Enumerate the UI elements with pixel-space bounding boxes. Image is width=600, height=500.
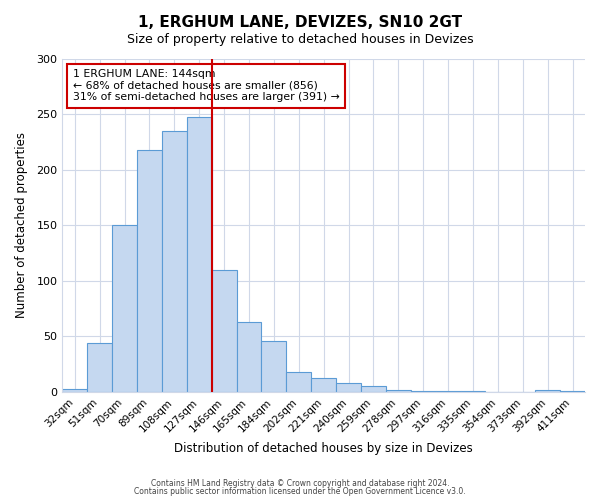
Bar <box>262 341 286 392</box>
Bar <box>436 391 461 392</box>
Text: Size of property relative to detached houses in Devizes: Size of property relative to detached ho… <box>127 32 473 46</box>
Bar <box>461 391 485 392</box>
Bar <box>62 388 87 392</box>
Bar <box>162 131 187 392</box>
Bar <box>361 386 386 392</box>
Bar <box>187 116 212 392</box>
Bar <box>236 322 262 392</box>
Bar <box>386 390 411 392</box>
Bar <box>112 226 137 392</box>
Bar <box>137 150 162 392</box>
Text: Contains HM Land Registry data © Crown copyright and database right 2024.: Contains HM Land Registry data © Crown c… <box>151 478 449 488</box>
Bar <box>560 391 585 392</box>
X-axis label: Distribution of detached houses by size in Devizes: Distribution of detached houses by size … <box>174 442 473 455</box>
Y-axis label: Number of detached properties: Number of detached properties <box>15 132 28 318</box>
Bar <box>336 383 361 392</box>
Bar <box>212 270 236 392</box>
Bar <box>535 390 560 392</box>
Bar <box>87 343 112 392</box>
Text: Contains public sector information licensed under the Open Government Licence v3: Contains public sector information licen… <box>134 487 466 496</box>
Bar <box>311 378 336 392</box>
Bar <box>286 372 311 392</box>
Text: 1, ERGHUM LANE, DEVIZES, SN10 2GT: 1, ERGHUM LANE, DEVIZES, SN10 2GT <box>138 15 462 30</box>
Text: 1 ERGHUM LANE: 144sqm
← 68% of detached houses are smaller (856)
31% of semi-det: 1 ERGHUM LANE: 144sqm ← 68% of detached … <box>73 69 340 102</box>
Bar <box>411 391 436 392</box>
